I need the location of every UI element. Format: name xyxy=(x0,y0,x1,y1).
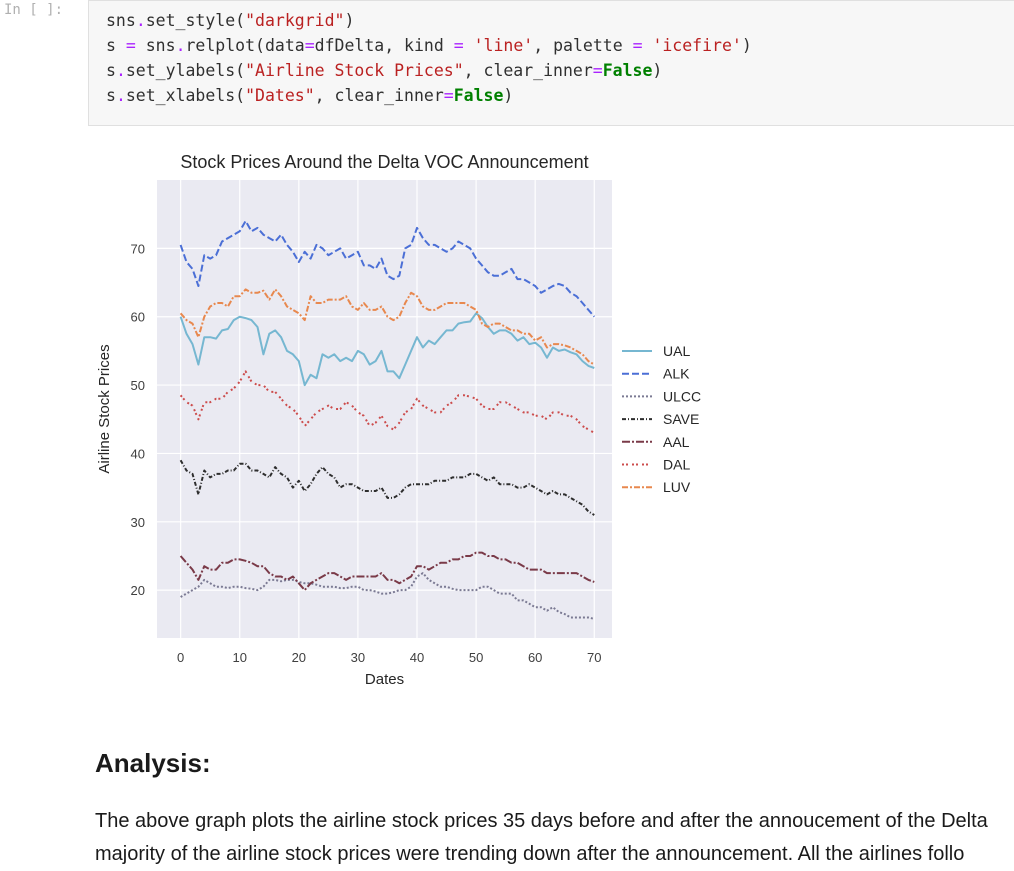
legend-label: ULCC xyxy=(663,388,701,404)
line-chart: 0 10 20 30 40 50 60 70 20 30 40 50 60 70 Stock Prices… xyxy=(96,152,701,688)
analysis-heading: Analysis: xyxy=(95,748,211,778)
plot-background xyxy=(157,180,612,638)
code-token: = xyxy=(592,61,603,80)
code-token: sns xyxy=(106,11,136,30)
code-token: . xyxy=(115,61,126,80)
code-token: set_style( xyxy=(145,11,246,30)
legend-label: SAVE xyxy=(663,411,699,427)
code-token: s xyxy=(106,86,116,105)
series-line-alk xyxy=(179,220,596,318)
series-line-luv xyxy=(179,288,595,366)
code-token: 'icefire' xyxy=(652,36,742,55)
analysis-paragraph: The above graph plots the airline stock … xyxy=(95,805,1014,871)
y-tick-label: 70 xyxy=(131,241,145,256)
code-line[interactable]: s.set_xlabels("Dates", clear_inner=False… xyxy=(106,86,513,105)
series-lines xyxy=(179,220,596,620)
legend-label: LUV xyxy=(663,479,691,495)
series-line-save xyxy=(179,459,595,516)
code-cell[interactable]: sns.set_style("darkgrid") s = sns.relplo… xyxy=(88,0,1014,126)
tick-labels: 0 10 20 30 40 50 60 70 20 30 40 50 60 70 xyxy=(131,241,602,665)
code-line[interactable]: s = sns.relplot(data=dfDelta, kind = 'li… xyxy=(106,36,752,55)
code-token: ) xyxy=(503,86,514,105)
x-tick-label: 30 xyxy=(351,650,365,665)
code-token: = xyxy=(125,36,136,55)
code-token: "darkgrid" xyxy=(245,11,345,30)
code-token: ) xyxy=(344,11,355,30)
code-token: "Dates" xyxy=(245,86,315,105)
code-token: = xyxy=(632,36,643,55)
code-token: , palette xyxy=(533,36,633,55)
legend: UAL ALK ULCC SAVE AAL DAL LUV xyxy=(622,343,701,495)
y-tick-label: 30 xyxy=(131,515,145,530)
code-token xyxy=(464,36,474,55)
code-token: set_xlabels( xyxy=(125,86,246,105)
y-tick-label: 20 xyxy=(131,583,145,598)
y-tick-label: 40 xyxy=(131,446,145,461)
x-axis-label: Dates xyxy=(365,671,404,688)
code-token: s xyxy=(106,36,126,55)
code-token: s xyxy=(106,61,116,80)
x-tick-label: 50 xyxy=(469,650,483,665)
code-token: "Airline Stock Prices" xyxy=(245,61,464,80)
code-token: = xyxy=(453,36,464,55)
code-token: , clear_inner xyxy=(463,61,593,80)
code-token: relplot(data xyxy=(185,36,305,55)
x-tick-label: 60 xyxy=(528,650,542,665)
series-line-aal xyxy=(179,551,595,592)
code-token: ) xyxy=(652,61,663,80)
code-token: = xyxy=(443,86,454,105)
x-tick-label: 40 xyxy=(410,650,424,665)
code-token: False xyxy=(453,86,504,105)
code-token: . xyxy=(135,11,146,30)
code-token xyxy=(643,36,653,55)
legend-label: DAL xyxy=(663,457,690,473)
y-tick-label: 50 xyxy=(131,378,145,393)
code-token: set_ylabels( xyxy=(125,61,246,80)
code-token: , clear_inner xyxy=(314,86,444,105)
series-line-ulcc xyxy=(180,572,595,620)
x-tick-label: 20 xyxy=(292,650,306,665)
code-token: . xyxy=(175,36,186,55)
x-tick-label: 70 xyxy=(587,650,601,665)
code-token: . xyxy=(115,86,126,105)
code-token: = xyxy=(304,36,315,55)
code-token: sns xyxy=(135,36,176,55)
analysis-line: majority of the airline stock prices wer… xyxy=(95,843,965,865)
series-line-dal xyxy=(179,370,595,434)
code-token: dfDelta, kind xyxy=(314,36,454,55)
code-line[interactable]: sns.set_style("darkgrid") xyxy=(106,11,354,30)
legend-label: ALK xyxy=(663,366,690,382)
series-line-ual xyxy=(179,312,595,387)
x-tick-label: 0 xyxy=(177,650,184,665)
code-token: 'line' xyxy=(473,36,534,55)
x-tick-label: 10 xyxy=(232,650,246,665)
cell-prompt: In [ ]: xyxy=(4,2,64,18)
y-tick-label: 60 xyxy=(131,310,145,325)
relplot-figure: 0 10 20 30 40 50 60 70 20 30 40 50 60 70 Stock Prices… xyxy=(90,140,730,704)
analysis-line: The above graph plots the airline stock … xyxy=(95,810,988,832)
code-token: False xyxy=(602,61,653,80)
y-axis-label: Airline Stock Prices xyxy=(96,344,113,473)
gridlines xyxy=(157,180,612,638)
code-token: ) xyxy=(741,36,752,55)
chart-title: Stock Prices Around the Delta VOC Announ… xyxy=(180,152,588,172)
legend-label: UAL xyxy=(663,343,690,359)
legend-label: AAL xyxy=(663,434,690,450)
code-line[interactable]: s.set_ylabels("Airline Stock Prices", cl… xyxy=(106,61,662,80)
